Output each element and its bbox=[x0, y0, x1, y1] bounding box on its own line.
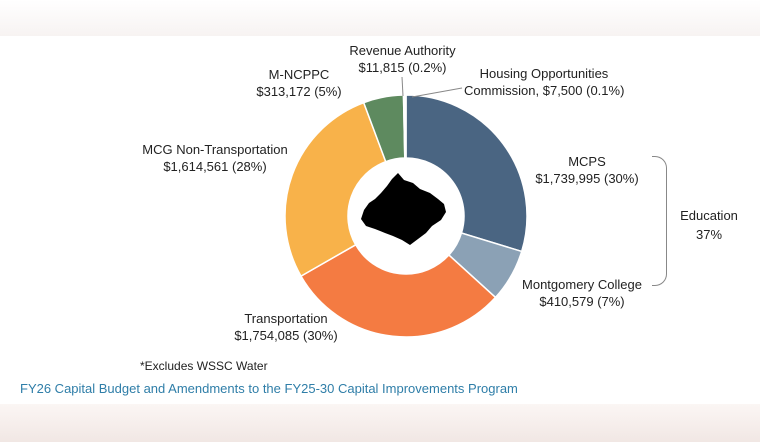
mcg-value: $1,614,561 (28%) bbox=[163, 159, 267, 174]
transportation-name: Transportation bbox=[244, 311, 328, 326]
revenue-authority-name: Revenue Authority bbox=[349, 43, 456, 58]
college-label: Montgomery College $410,579 (7%) bbox=[512, 276, 652, 310]
bottom-band bbox=[0, 404, 760, 442]
slice-mcg-non-transportation bbox=[284, 101, 387, 278]
revenue-authority-value: $11,815 (0.2%) bbox=[358, 60, 447, 75]
mcps-value: $1,739,995 (30%) bbox=[535, 171, 639, 186]
mcg-label: MCG Non-Transportation $1,614,561 (28%) bbox=[130, 141, 300, 175]
mncppc-label: M-NCPPC $313,172 (5%) bbox=[249, 66, 349, 100]
revenue-authority-label: Revenue Authority $11,815 (0.2%) bbox=[335, 42, 470, 76]
caption-link[interactable]: FY26 Capital Budget and Amendments to th… bbox=[20, 381, 518, 396]
hoc-value: Commission, $7,500 (0.1%) bbox=[464, 83, 625, 98]
revenue-leader-line bbox=[401, 76, 404, 97]
hoc-label: Housing Opportunities Commission, $7,500… bbox=[464, 65, 624, 99]
mcps-name: MCPS bbox=[568, 154, 606, 169]
transportation-label: Transportation $1,754,085 (30%) bbox=[226, 310, 346, 344]
college-name: Montgomery College bbox=[522, 277, 642, 292]
hoc-leader-line bbox=[411, 87, 463, 98]
mncppc-value: $313,172 (5%) bbox=[256, 84, 342, 99]
footnote: *Excludes WSSC Water bbox=[140, 359, 268, 373]
top-band bbox=[0, 0, 760, 36]
mcps-label: MCPS $1,739,995 (30%) bbox=[527, 153, 647, 187]
hoc-name: Housing Opportunities bbox=[479, 66, 609, 81]
county-map-icon bbox=[361, 173, 446, 245]
education-label: Education bbox=[680, 208, 738, 223]
mcg-name: MCG Non-Transportation bbox=[142, 142, 288, 157]
mncppc-name: M-NCPPC bbox=[268, 67, 330, 82]
slice-mcps bbox=[405, 94, 528, 253]
slice-transportation bbox=[299, 243, 497, 338]
slice-housing-opportunities-commission bbox=[404, 94, 407, 159]
college-value: $410,579 (7%) bbox=[539, 294, 625, 309]
transportation-value: $1,754,085 (30%) bbox=[234, 328, 338, 343]
education-percent: 37% bbox=[695, 227, 723, 242]
education-annotation: Education 37% bbox=[664, 206, 754, 244]
